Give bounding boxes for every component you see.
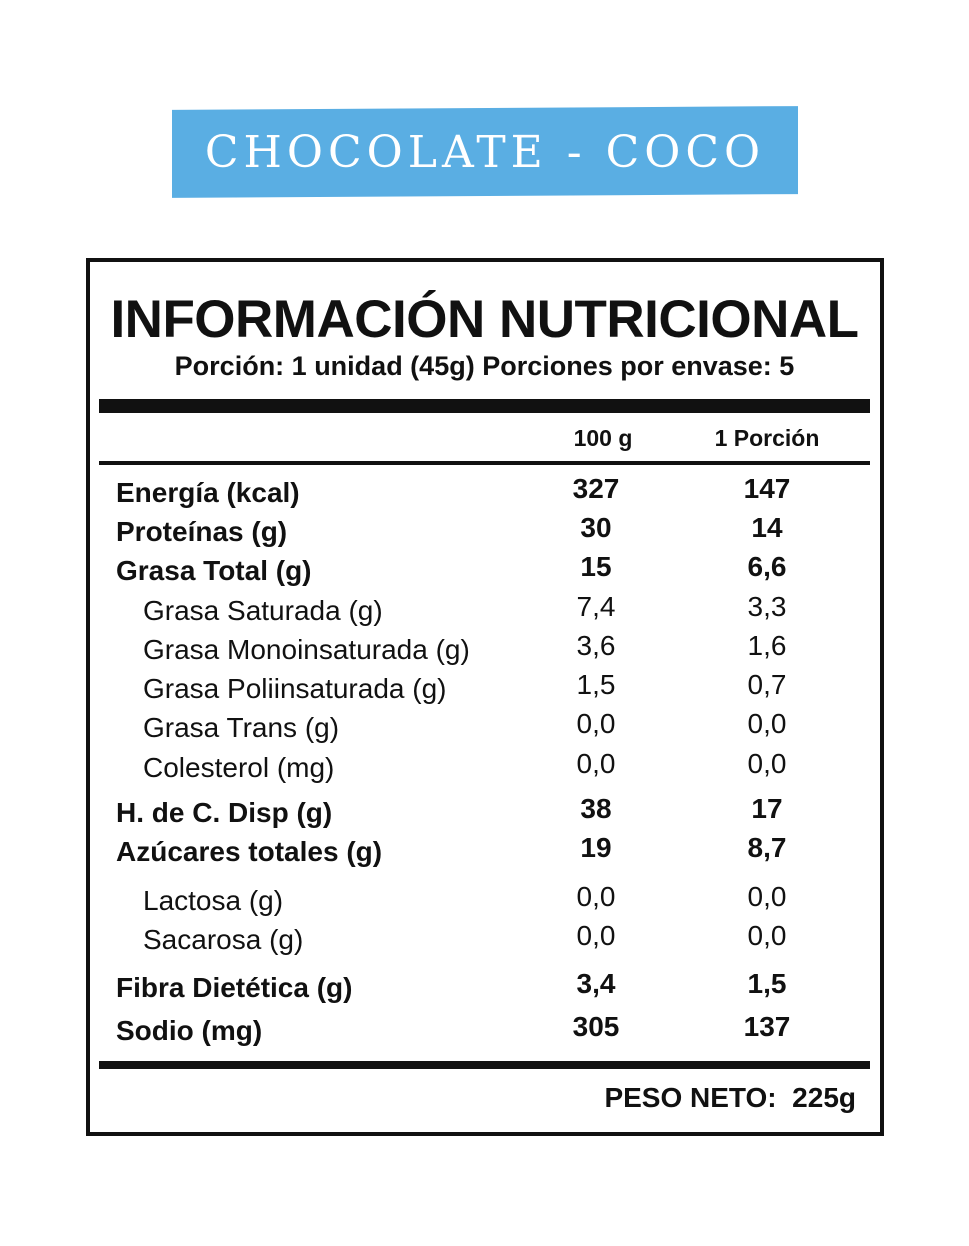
value-portion: 3,3	[747, 591, 787, 622]
header-divider	[99, 461, 870, 465]
value-100g: 0,0	[576, 920, 616, 951]
value-portion: 17	[751, 793, 783, 824]
panel-title: INFORMACIÓN NUTRICIONAL	[110, 290, 859, 349]
value-100g: 0,0	[576, 708, 616, 739]
nutrient-row-trans-fat: Grasa Trans (g) 0,0 0,0	[0, 708, 969, 747]
nutrient-label: Azúcares totales (g)	[116, 836, 383, 867]
nutrient-row-saturated-fat: Grasa Saturada (g) 7,4 3,3	[0, 591, 969, 630]
nutrient-label: Grasa Monoinsaturada (g)	[143, 634, 470, 665]
nutrient-row-sucrose: Sacarosa (g) 0,0 0,0	[0, 920, 969, 959]
value-100g: 38	[580, 793, 612, 824]
nutrient-row-total-fat: Grasa Total (g) 15 6,6	[0, 551, 969, 590]
value-100g: 327	[572, 473, 620, 504]
nutrient-row-total-sugars: Azúcares totales (g) 19 8,7	[0, 832, 969, 871]
value-portion: 137	[743, 1011, 791, 1042]
value-portion: 147	[743, 473, 791, 504]
thick-divider	[99, 399, 870, 413]
nutrient-label: Grasa Poliinsaturada (g)	[143, 673, 447, 704]
value-portion: 1,6	[747, 630, 787, 661]
value-100g: 0,0	[576, 748, 616, 779]
value-100g: 15	[580, 551, 612, 582]
column-header-100g: 100 g	[573, 425, 633, 451]
nutrient-label: Grasa Saturada (g)	[143, 595, 383, 626]
nutrient-row-energy: Energía (kcal) 327 147	[0, 473, 969, 512]
value-100g: 1,5	[576, 669, 616, 700]
value-portion: 8,7	[747, 832, 787, 863]
value-100g: 0,0	[576, 881, 616, 912]
value-portion: 0,0	[747, 748, 787, 779]
nutrition-facts-panel	[86, 258, 884, 1136]
nutrient-label: Sacarosa (g)	[143, 924, 304, 955]
flavor-banner-label: CHOCOLATE - COCO	[204, 126, 766, 178]
value-portion: 0,0	[747, 708, 787, 739]
nutrient-row-dietary-fiber: Fibra Dietética (g) 3,4 1,5	[0, 968, 969, 1007]
nutrient-label: Fibra Dietética (g)	[116, 972, 353, 1003]
value-100g: 19	[580, 832, 612, 863]
nutrient-label: Energía (kcal)	[116, 477, 300, 508]
value-100g: 3,6	[576, 630, 616, 661]
column-header-portion: 1 Porción	[714, 425, 820, 451]
nutrient-row-sodium: Sodio (mg) 305 137	[0, 1011, 969, 1050]
bottom-divider	[99, 1061, 870, 1069]
value-portion: 1,5	[747, 968, 787, 999]
value-portion: 6,6	[747, 551, 787, 582]
nutrient-label: Grasa Trans (g)	[143, 712, 340, 743]
value-portion: 0,7	[747, 669, 787, 700]
nutrient-label: Grasa Total (g)	[116, 555, 312, 586]
value-portion: 14	[751, 512, 783, 543]
nutrient-row-cholesterol: Colesterol (mg) 0,0 0,0	[0, 748, 969, 787]
value-portion: 0,0	[747, 920, 787, 951]
nutrient-label: Sodio (mg)	[116, 1015, 263, 1046]
nutrient-row-protein: Proteínas (g) 30 14	[0, 512, 969, 551]
value-100g: 305	[572, 1011, 620, 1042]
nutrient-row-monounsaturated-fat: Grasa Monoinsaturada (g) 3,6 1,6	[0, 630, 969, 669]
value-100g: 30	[580, 512, 612, 543]
value-100g: 3,4	[576, 968, 616, 999]
nutrient-row-carbohydrates: H. de C. Disp (g) 38 17	[0, 793, 969, 832]
value-portion: 0,0	[747, 881, 787, 912]
nutrient-row-lactose: Lactosa (g) 0,0 0,0	[0, 881, 969, 920]
net-weight: PESO NETO: 225g	[604, 1082, 856, 1113]
nutrient-label: Lactosa (g)	[143, 885, 284, 916]
nutrient-label: H. de C. Disp (g)	[116, 797, 333, 828]
serving-info: Porción: 1 unidad (45g) Porciones por en…	[174, 351, 795, 381]
nutrient-row-polyunsaturated-fat: Grasa Poliinsaturada (g) 1,5 0,7	[0, 669, 969, 708]
nutrient-label: Colesterol (mg)	[143, 752, 335, 783]
nutrient-label: Proteínas (g)	[116, 516, 288, 547]
value-100g: 7,4	[576, 591, 616, 622]
